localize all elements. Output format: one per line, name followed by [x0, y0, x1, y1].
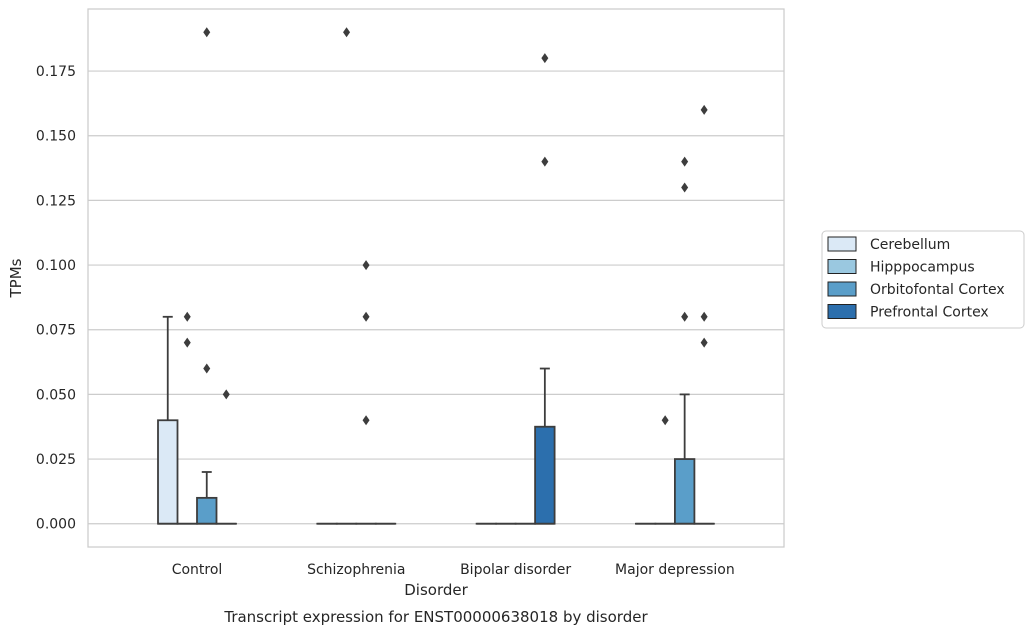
y-axis-ticks: 0.000 0.025 0.050 0.075 0.100 0.125 0.150 0.175 [36, 64, 76, 533]
outlier-point [681, 182, 689, 193]
x-tick-label: Control [172, 562, 223, 578]
outlier-point [203, 363, 211, 374]
outlier-point [362, 260, 370, 271]
y-tick-label: 0.125 [36, 193, 76, 209]
outlier-point [700, 104, 708, 115]
y-tick-label: 0.000 [36, 517, 76, 533]
outlier-point [700, 337, 708, 348]
legend: Cerebellum Hipppocampus Orbitofontal Corte… [821, 230, 1025, 329]
outlier-point [541, 53, 549, 64]
legend-swatch [827, 236, 857, 252]
x-axis-label: Disorder [404, 581, 468, 599]
y-tick-label: 0.175 [36, 64, 76, 80]
legend-swatch [827, 259, 857, 274]
box [196, 496, 218, 525]
x-tick-label: Bipolar disorder [460, 562, 571, 578]
y-tick-label: 0.075 [36, 323, 76, 339]
outlier-point [681, 156, 689, 167]
x-tick-label: Major depression [615, 562, 735, 578]
outlier-point [203, 27, 211, 38]
plot-background [88, 9, 784, 547]
legend-label: Orbitofontal Cortex [870, 282, 1005, 298]
legend-swatch [827, 304, 857, 319]
box-series [157, 27, 715, 525]
outlier-point [222, 389, 230, 400]
x-tick-label: Schizophrenia [307, 562, 405, 578]
y-tick-label: 0.150 [36, 129, 76, 145]
y-tick-label: 0.050 [36, 387, 76, 403]
y-tick-label: 0.100 [36, 258, 76, 274]
legend-label: Hipppocampus [870, 260, 975, 276]
outlier-point [700, 311, 708, 322]
legend-label: Cerebellum [870, 237, 950, 253]
outlier-point [343, 27, 351, 38]
chart-caption: Transcript expression for ENST0000063801… [223, 608, 648, 626]
outlier-point [362, 415, 370, 426]
outlier-point [362, 311, 370, 322]
box [534, 425, 556, 525]
outlier-point [183, 311, 191, 322]
legend-swatch [827, 281, 857, 297]
legend-frame [821, 230, 1025, 329]
outlier-point [183, 337, 191, 348]
box [157, 419, 179, 525]
y-tick-label: 0.025 [36, 452, 76, 468]
legend-label: Prefrontal Cortex [870, 305, 989, 321]
plot-frame [87, 8, 785, 548]
y-axis-label: TPMs [7, 258, 25, 298]
outlier-point [661, 415, 669, 426]
outlier-point [681, 311, 689, 322]
box [674, 458, 696, 525]
x-axis-ticks: Control Schizophrenia Bipolar disorder Majo… [172, 562, 735, 578]
outlier-point [541, 156, 549, 167]
